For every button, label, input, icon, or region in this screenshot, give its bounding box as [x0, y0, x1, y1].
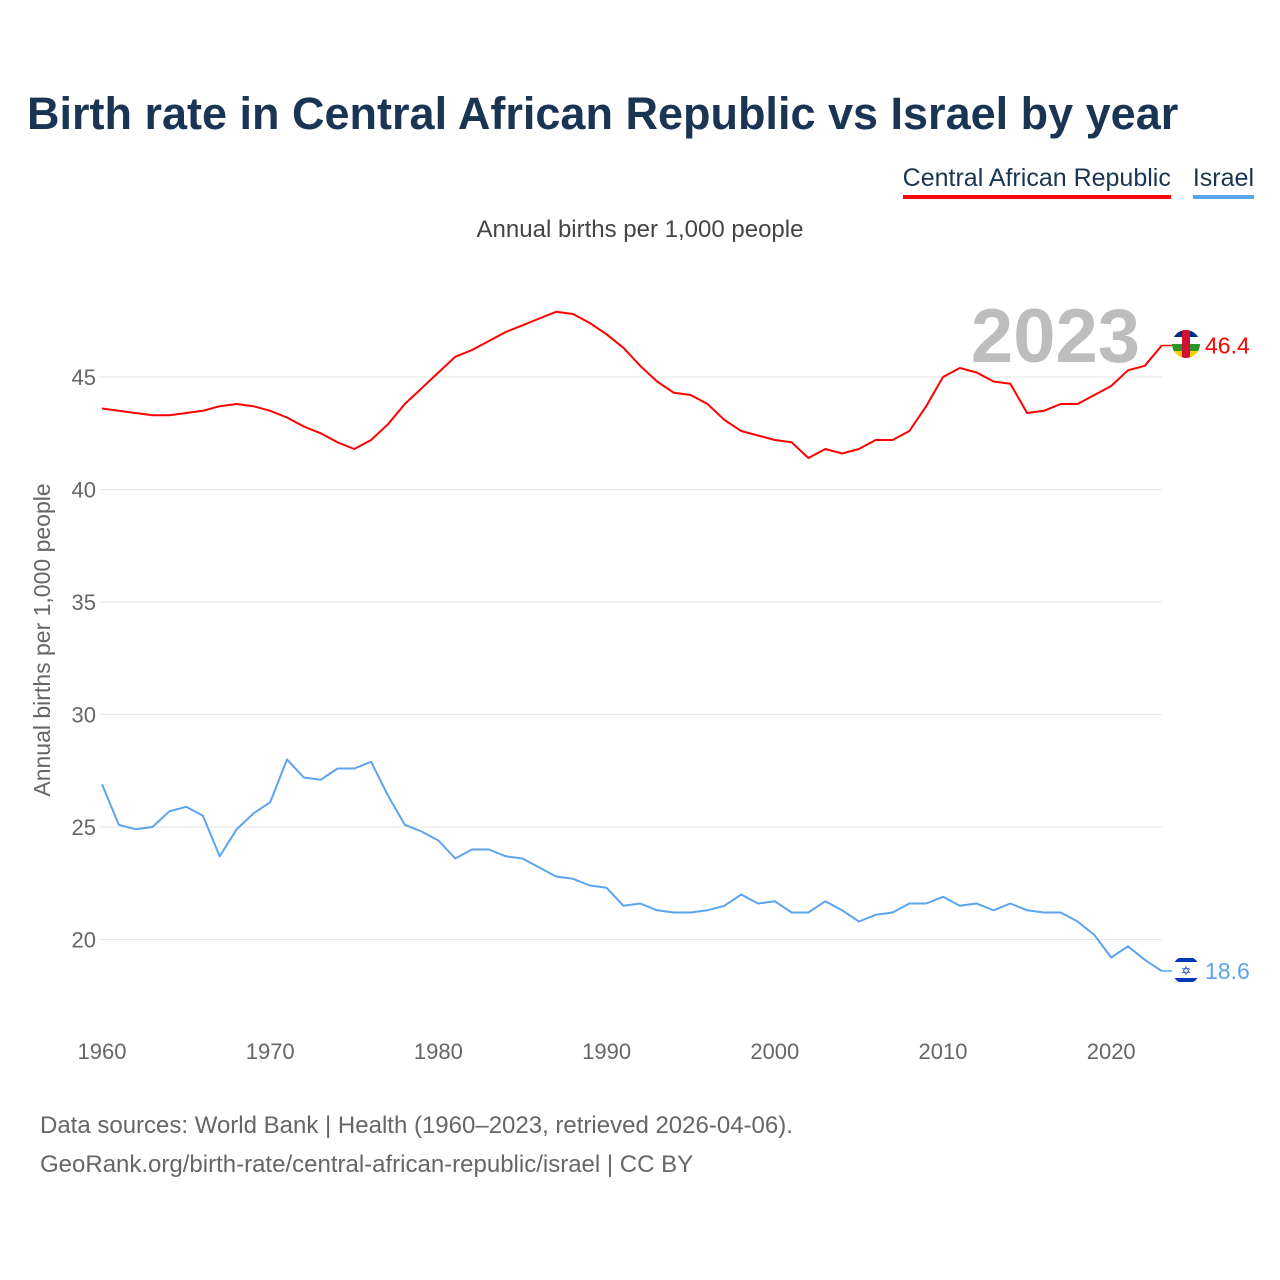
y-axis-label: Annual births per 1,000 people: [29, 483, 55, 796]
series-line-car: [101, 310, 1163, 459]
flag-car-icon: [1172, 330, 1200, 358]
x-tick-label: 1990: [582, 1039, 631, 1064]
y-tick-label: 25: [72, 815, 96, 840]
legend-item-car[interactable]: Central African Republic: [902, 164, 1171, 199]
legend-item-israel[interactable]: Israel: [1192, 164, 1254, 199]
year-watermark: 2023: [971, 294, 1140, 379]
x-tick-label: 1980: [414, 1039, 463, 1064]
end-value-label: 18.6: [1205, 958, 1250, 984]
chart-title: Birth rate in Central African Republic v…: [27, 88, 1179, 139]
x-tick-label: 1960: [78, 1039, 127, 1064]
end-value-label: 46.4: [1205, 333, 1250, 359]
data-source: Data sources: World Bank | Health (1960–…: [40, 1112, 793, 1139]
flag-israel-icon: ✡: [1172, 956, 1200, 984]
y-tick-label: 40: [72, 478, 96, 503]
line-chart: 20 25 30 35 40 45 1960 1970 1980 1990 2000 2010 2020…: [29, 294, 1250, 1064]
legend: Central African Republic Israel: [902, 164, 1254, 199]
footer: Data sources: World Bank | Health (1960–…: [40, 1106, 793, 1184]
series-line-israel: [101, 758, 1163, 972]
x-tick-label: 1970: [246, 1039, 295, 1064]
y-tick-label: 20: [72, 928, 96, 953]
x-tick-label: 2010: [919, 1039, 968, 1064]
chart-subtitle: Annual births per 1,000 people: [476, 216, 804, 243]
y-tick-label: 30: [72, 703, 96, 728]
y-tick-label: 35: [72, 590, 96, 615]
y-tick-label: 45: [72, 365, 96, 390]
source-link[interactable]: GeoRank.org/birth-rate/central-african-r…: [40, 1151, 694, 1178]
x-tick-label: 2000: [750, 1039, 799, 1064]
x-tick-label: 2020: [1087, 1039, 1136, 1064]
svg-text:✡: ✡: [1181, 964, 1191, 978]
